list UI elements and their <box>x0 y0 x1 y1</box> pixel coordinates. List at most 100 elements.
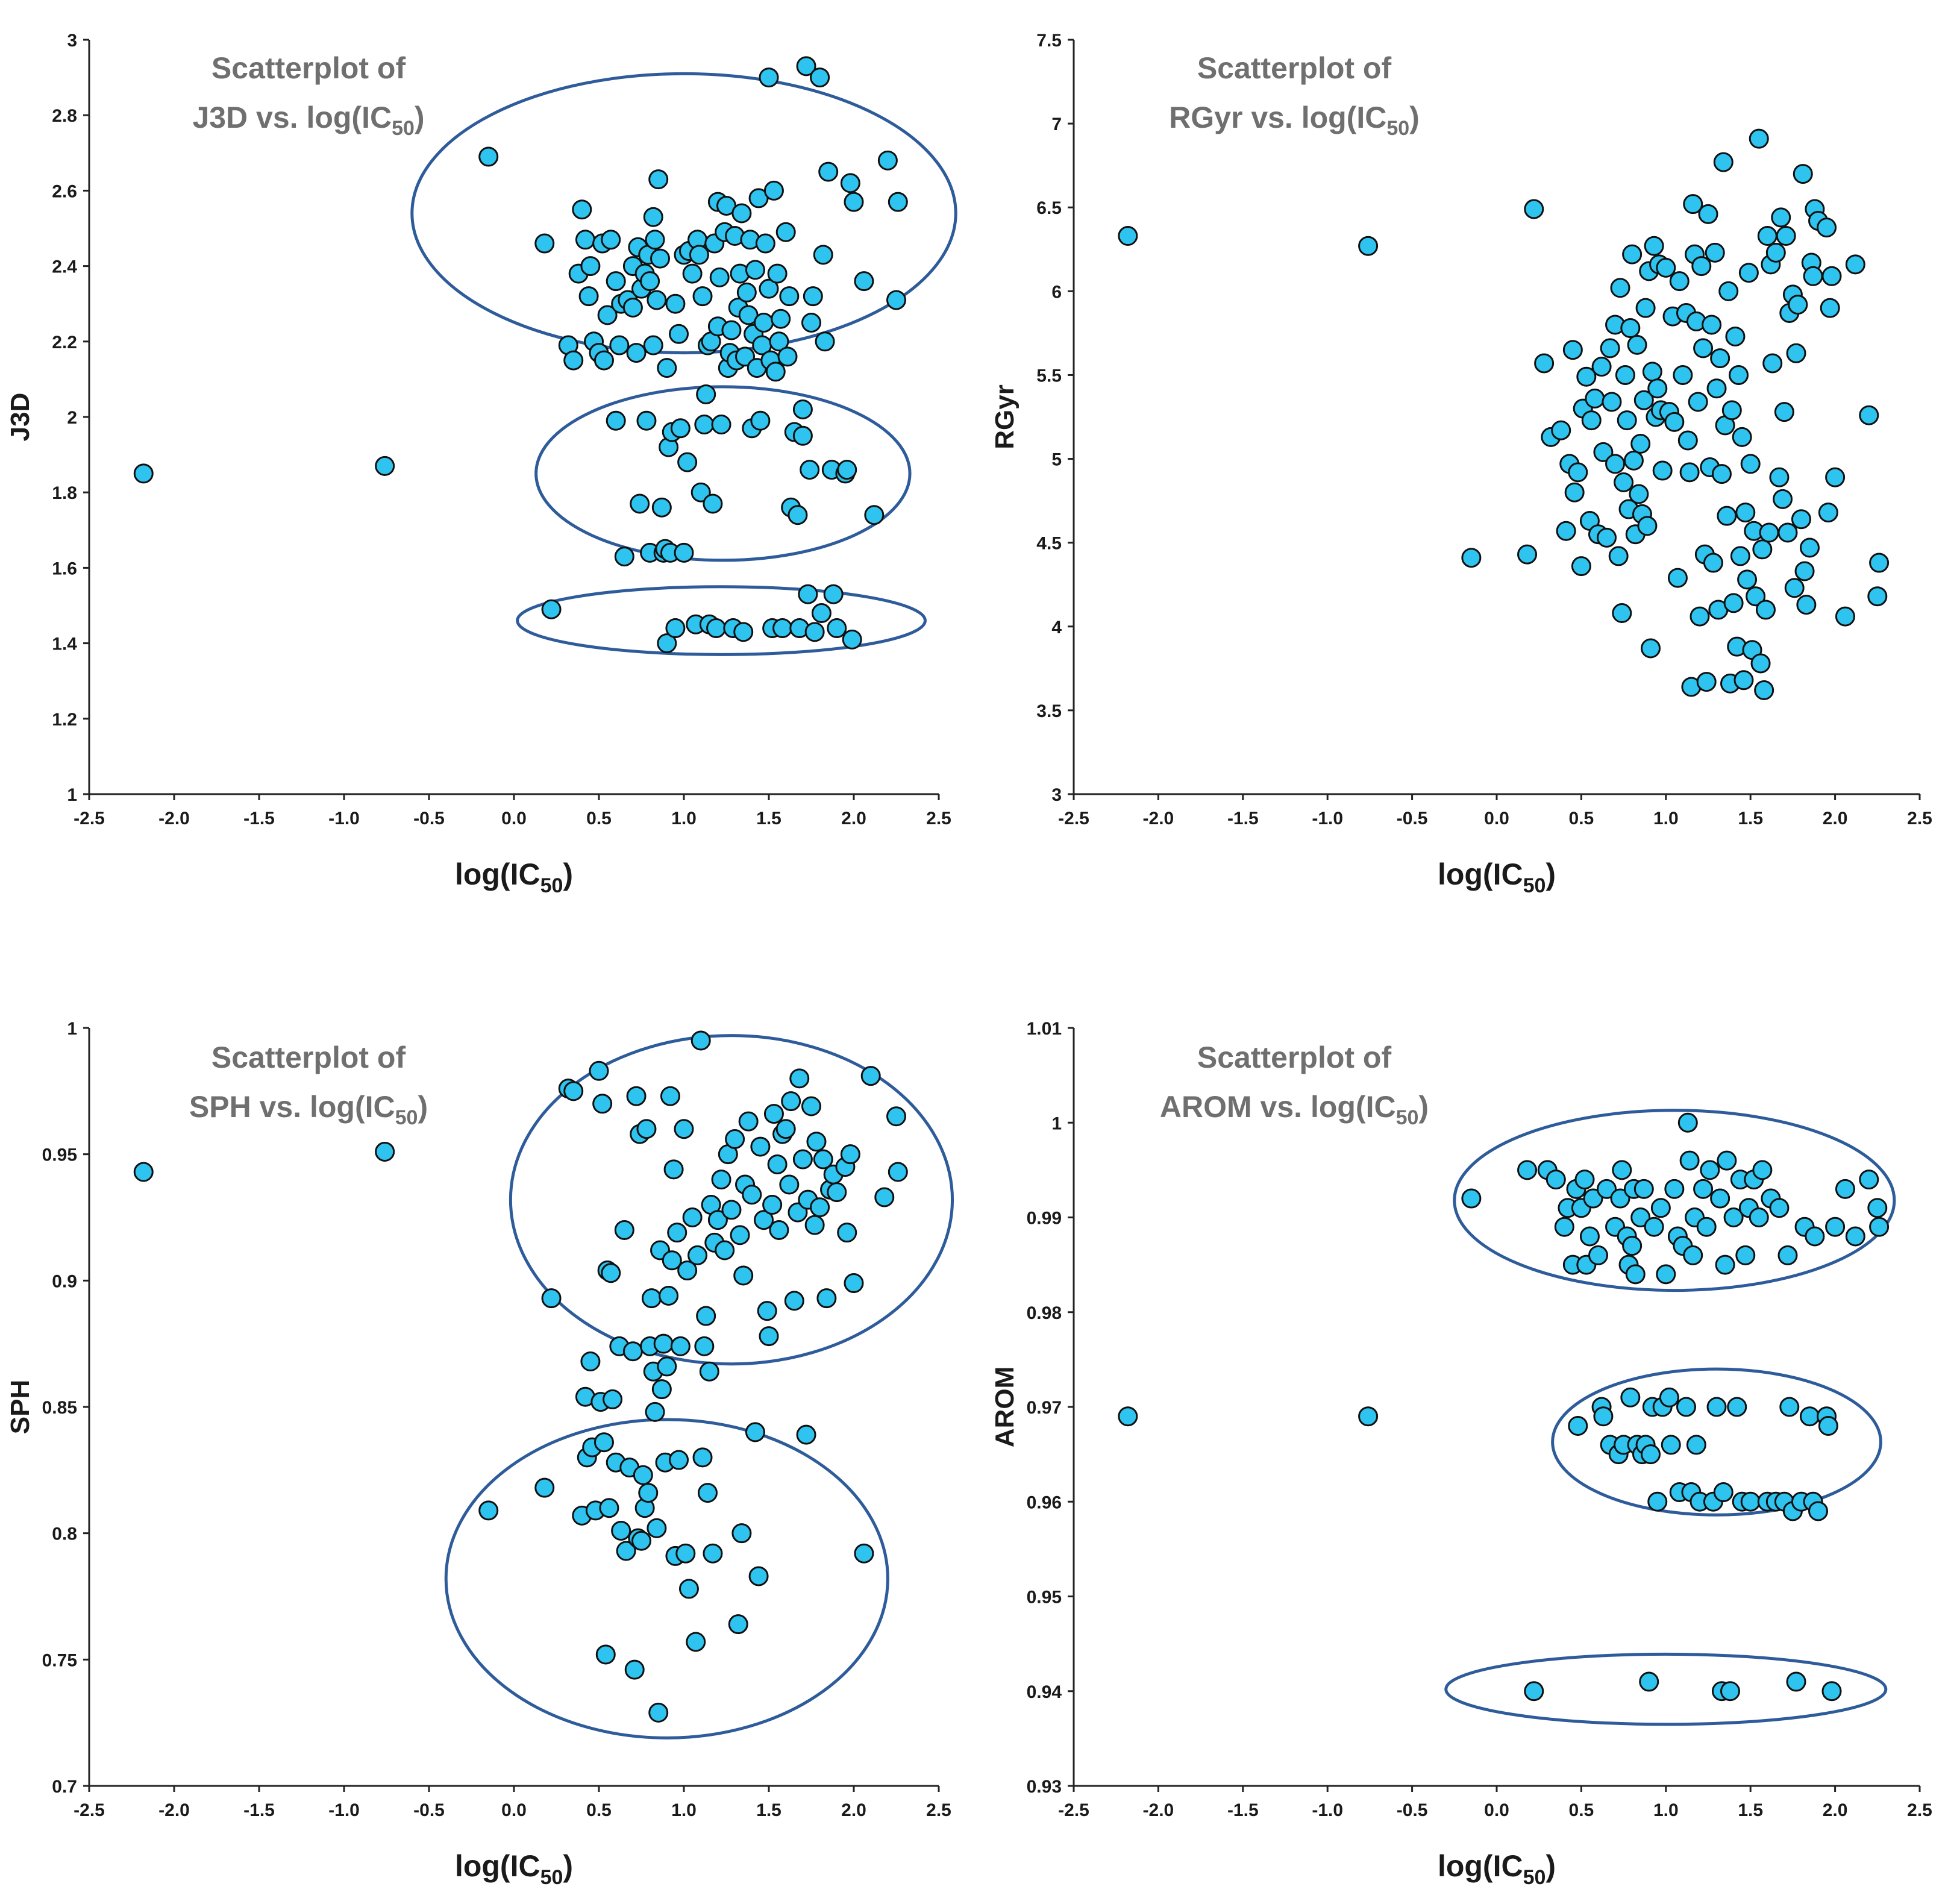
data-point <box>767 1154 788 1174</box>
data-point <box>731 203 752 224</box>
chart-title-main: J3D vs. log(IC <box>192 101 392 134</box>
data-point <box>1817 218 1837 238</box>
x-tick-label: 1.5 <box>756 1800 781 1820</box>
data-point <box>478 146 499 167</box>
data-point <box>1738 263 1759 283</box>
data-point <box>1683 194 1703 215</box>
y-tick-label: 4 <box>1051 618 1062 637</box>
data-point <box>1647 378 1668 399</box>
data-point <box>1610 278 1630 298</box>
data-point <box>750 410 771 431</box>
data-point <box>840 173 860 193</box>
cluster-ellipse <box>1453 1109 1896 1292</box>
x-tick-label: 0.5 <box>1569 809 1594 828</box>
data-point <box>1869 1217 1890 1237</box>
y-tick-label: 1.2 <box>52 710 77 730</box>
data-point <box>798 584 818 604</box>
data-point <box>563 1081 584 1101</box>
x-tick-label: -1.0 <box>1312 809 1343 828</box>
data-point <box>691 1030 711 1051</box>
data-point <box>659 1285 679 1306</box>
data-point <box>660 1086 680 1106</box>
data-point <box>375 456 395 476</box>
data-point <box>663 1159 684 1180</box>
data-point <box>669 1450 689 1470</box>
data-point <box>1627 334 1647 355</box>
data-point <box>1702 315 1722 335</box>
data-point <box>1786 1671 1806 1692</box>
data-point <box>1752 539 1773 560</box>
y-tick-label: 0.85 <box>42 1398 77 1418</box>
data-point <box>1656 1264 1676 1285</box>
data-point <box>1808 1501 1829 1521</box>
cluster-ellipse <box>410 72 957 355</box>
x-tick-label: -1.0 <box>328 809 360 828</box>
data-point <box>670 418 691 439</box>
data-point <box>779 1174 800 1195</box>
data-point <box>645 1401 665 1422</box>
x-tick-label: -2.5 <box>74 809 105 828</box>
data-point <box>745 1422 765 1442</box>
data-point <box>1683 1245 1703 1265</box>
data-point <box>1727 1397 1747 1417</box>
data-point <box>801 1096 821 1116</box>
data-point <box>593 1432 614 1453</box>
data-point <box>1796 595 1817 615</box>
data-point <box>622 297 643 318</box>
data-point <box>647 290 667 310</box>
data-point <box>633 1465 653 1485</box>
data-point <box>580 1351 601 1372</box>
data-point <box>1593 1406 1614 1427</box>
chart-title-line2: RGyr vs. log(IC50) <box>1169 101 1420 140</box>
data-point <box>886 290 906 310</box>
data-point <box>1602 392 1622 412</box>
data-point <box>706 618 727 639</box>
data-point <box>669 324 689 344</box>
data-point <box>1821 266 1842 286</box>
data-point <box>1461 1188 1482 1209</box>
data-point <box>772 618 793 639</box>
y-tick-label: 1.01 <box>1027 1019 1062 1039</box>
data-point <box>686 1632 706 1652</box>
data-point <box>1859 405 1879 425</box>
data-point <box>769 331 789 352</box>
y-tick-label: 0.95 <box>1027 1588 1062 1608</box>
y-tick-label: 4.5 <box>1036 534 1062 554</box>
data-point <box>1698 204 1718 224</box>
data-point <box>1614 472 1634 493</box>
data-point <box>1746 586 1766 607</box>
data-point <box>815 331 835 352</box>
data-point <box>1867 586 1888 607</box>
data-point <box>1713 1482 1733 1503</box>
x-tick-label: 2.5 <box>926 1800 951 1820</box>
data-point <box>1859 1170 1879 1190</box>
data-point <box>1677 1112 1698 1133</box>
data-point <box>1757 226 1777 246</box>
data-point <box>1564 482 1585 503</box>
data-point <box>1835 1179 1855 1199</box>
data-point <box>721 320 742 340</box>
data-point <box>1633 1179 1654 1199</box>
y-tick-label: 0.75 <box>42 1650 77 1670</box>
data-point <box>643 335 663 355</box>
data-point <box>792 425 813 446</box>
data-point <box>1793 164 1813 184</box>
data-point <box>1693 1179 1714 1199</box>
data-point <box>665 618 686 639</box>
data-point <box>810 1197 830 1218</box>
y-tick-label: 5.5 <box>1036 366 1062 386</box>
data-point <box>1647 1491 1668 1512</box>
scatter-panel-sph: 0.7 0.75 0.8 0.85 0.9 0.95 1 -2.5 -2.0 -1.5 -1.0 -0… <box>5 1019 954 1889</box>
data-point <box>1118 226 1138 246</box>
y-tick-label: 0.95 <box>42 1145 77 1165</box>
data-point <box>888 192 908 212</box>
data-point <box>733 622 754 642</box>
data-point <box>1688 392 1708 412</box>
data-point <box>888 1162 908 1182</box>
data-point <box>1644 236 1664 256</box>
data-point <box>755 233 775 254</box>
data-point <box>677 452 698 472</box>
data-point <box>1825 1217 1846 1237</box>
data-point <box>687 1245 708 1265</box>
data-point <box>614 546 634 567</box>
